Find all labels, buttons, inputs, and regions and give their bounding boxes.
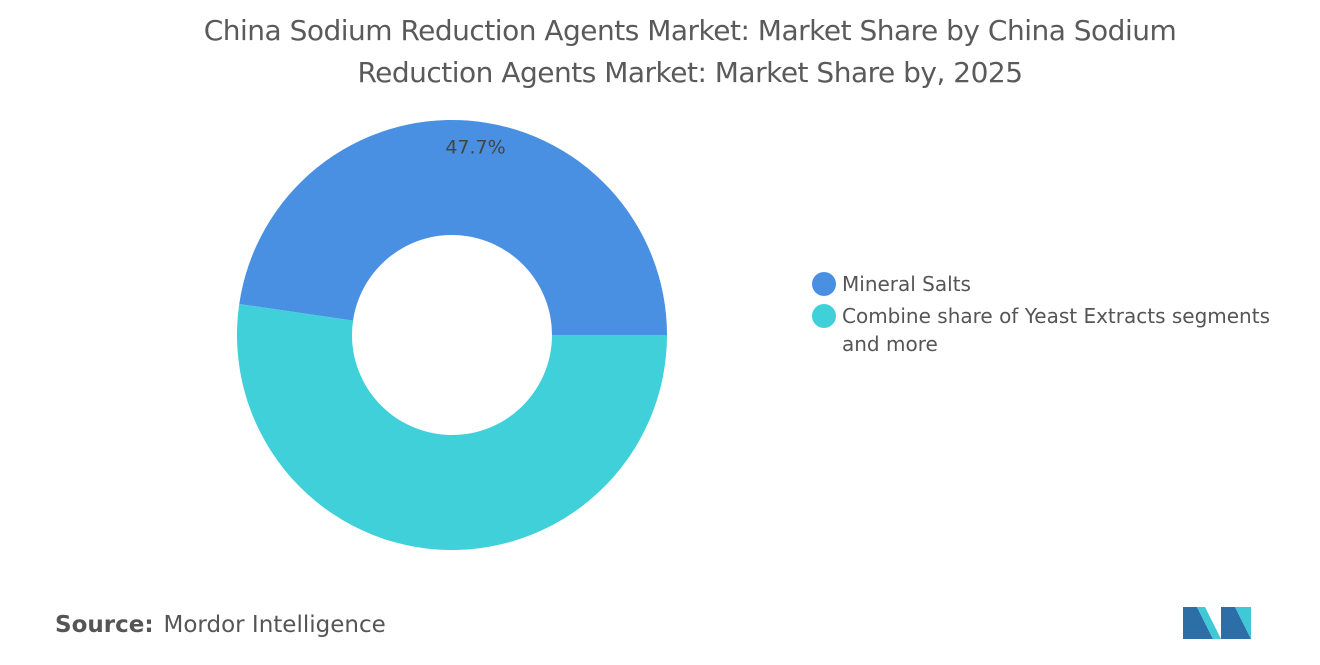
source-text: Mordor Intelligence xyxy=(163,612,386,638)
logo xyxy=(1183,607,1251,639)
legend-label: Combine share of Yeast Extracts segments… xyxy=(842,304,1270,356)
legend-label: Mineral Salts xyxy=(842,272,971,296)
donut-segment xyxy=(237,304,667,550)
legend-marker xyxy=(812,272,836,296)
source: Source: Mordor Intelligence xyxy=(55,612,386,638)
legend-entry: Combine share of Yeast Extracts segments… xyxy=(812,302,1282,358)
legend: Mineral Salts Combine share of Yeast Extr… xyxy=(812,270,1282,362)
legend-entry: Mineral Salts xyxy=(812,270,1282,298)
chart-title: China Sodium Reduction Agents Market: Ma… xyxy=(203,14,1177,89)
source-label: Source: xyxy=(55,612,154,638)
legend-marker xyxy=(812,304,836,328)
donut-segment xyxy=(239,119,667,336)
data-label: 47.7% xyxy=(445,136,505,158)
